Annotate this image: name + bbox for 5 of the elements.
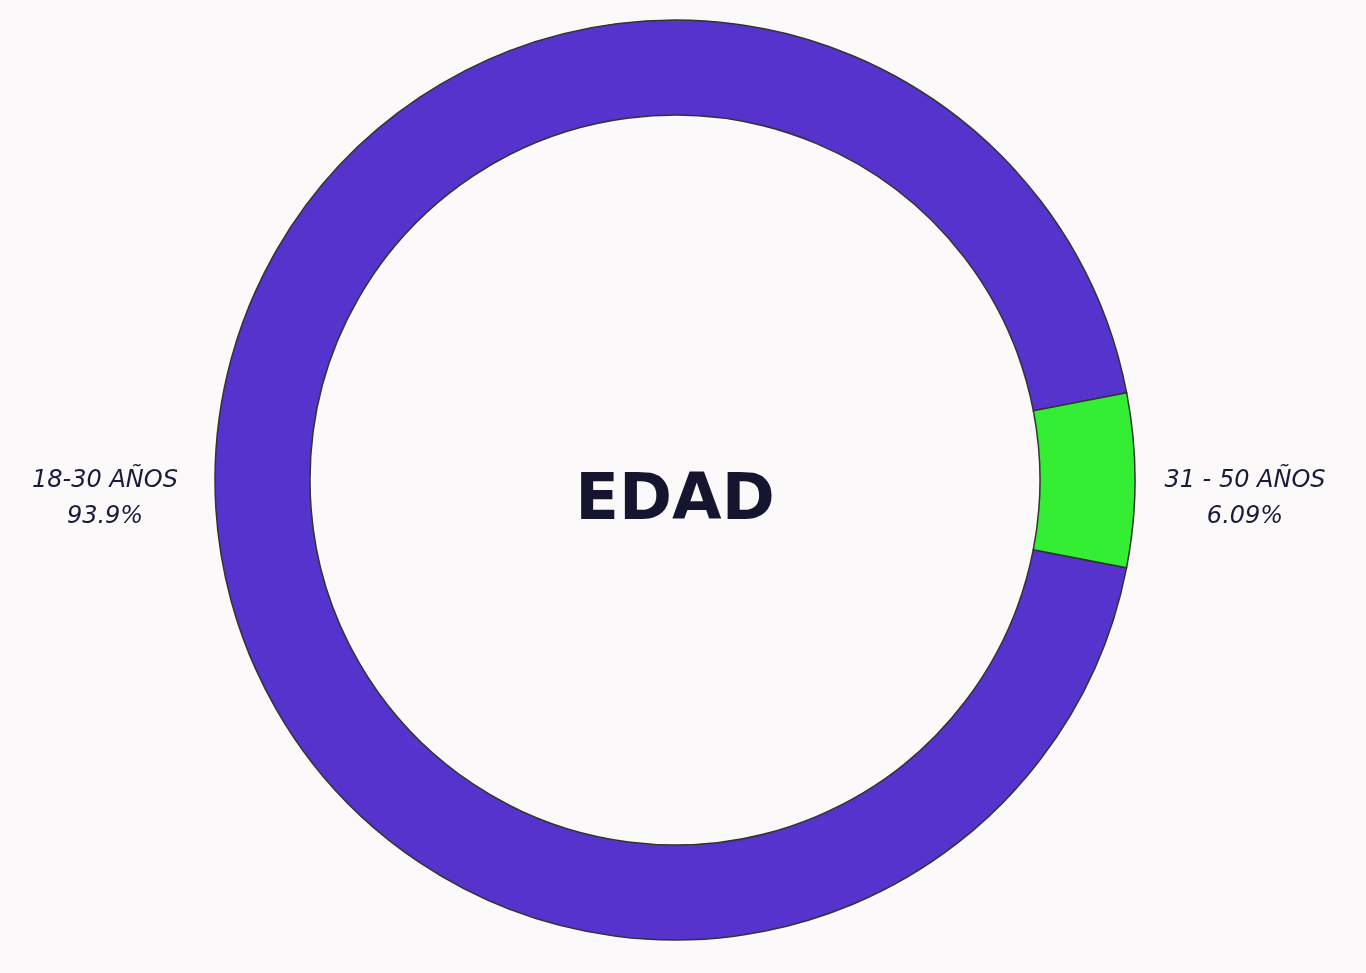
data-label: 6.09% [1206, 501, 1284, 530]
slice-label: 18-30 AÑOS [32, 462, 178, 493]
data-label: 93.9% [66, 500, 144, 529]
text: EDAD [575, 460, 775, 534]
slice-label: 31 - 50 AÑOS [1164, 463, 1326, 494]
